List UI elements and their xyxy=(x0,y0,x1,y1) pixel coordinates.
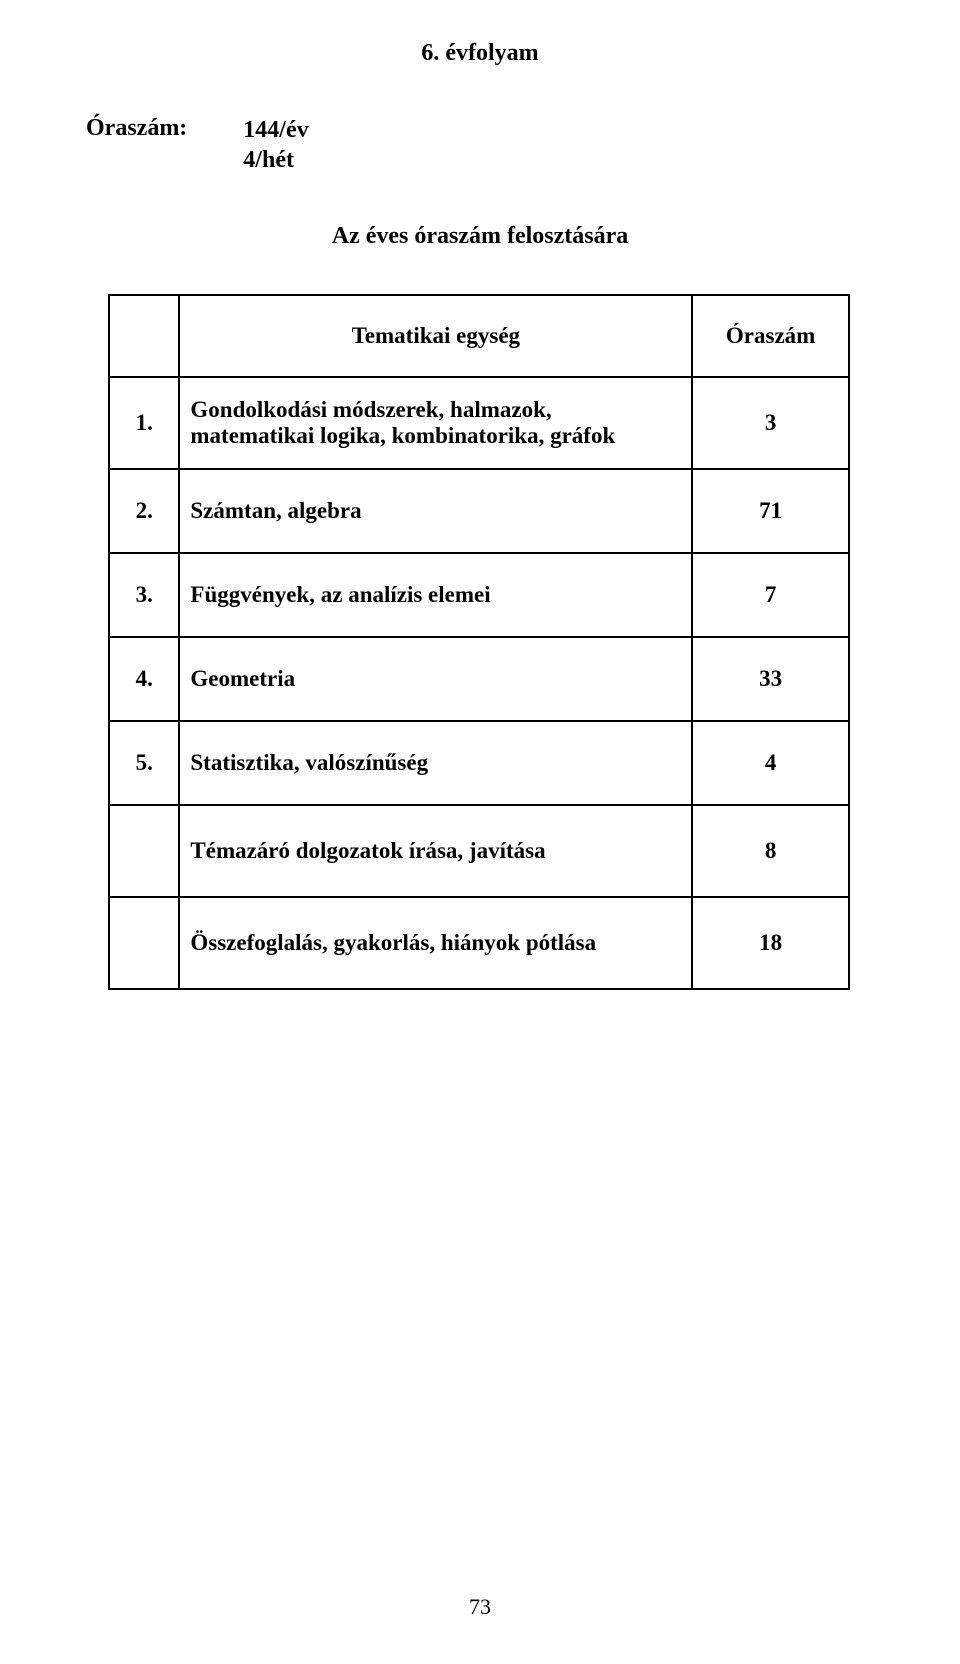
row-index: 4. xyxy=(109,637,179,721)
header-index-cell xyxy=(109,295,179,377)
hours-label: Óraszám: xyxy=(86,115,187,175)
table-row: 5. Statisztika, valószínűség 4 xyxy=(109,721,849,805)
page-number: 73 xyxy=(0,1594,960,1620)
hours-per-week: 4/hét xyxy=(243,145,308,175)
table-row: 4. Geometria 33 xyxy=(109,637,849,721)
row-index: 1. xyxy=(109,377,179,469)
row-name: Függvények, az analízis elemei xyxy=(179,553,692,637)
row-index xyxy=(109,805,179,897)
header-unit-cell: Tematikai egység xyxy=(179,295,692,377)
row-hours: 3 xyxy=(692,377,849,469)
row-hours: 7 xyxy=(692,553,849,637)
row-name: Gondolkodási módszerek, halmazok, matema… xyxy=(179,377,692,469)
table-row: Témazáró dolgozatok írása, javítása 8 xyxy=(109,805,849,897)
hours-values: 144/év 4/hét xyxy=(243,115,308,175)
hours-block: Óraszám: 144/év 4/hét xyxy=(86,115,860,175)
table-row: 1. Gondolkodási módszerek, halmazok, mat… xyxy=(109,377,849,469)
row-name: Témazáró dolgozatok írása, javítása xyxy=(179,805,692,897)
row-index: 3. xyxy=(109,553,179,637)
page-title: 6. évfolyam xyxy=(100,40,860,67)
row-name: Geometria xyxy=(179,637,692,721)
row-index xyxy=(109,897,179,989)
row-name: Számtan, algebra xyxy=(179,469,692,553)
header-hours-cell: Óraszám xyxy=(692,295,849,377)
table-header-row: Tematikai egység Óraszám xyxy=(109,295,849,377)
row-hours: 33 xyxy=(692,637,849,721)
row-name: Összefoglalás, gyakorlás, hiányok pótlás… xyxy=(179,897,692,989)
row-index: 2. xyxy=(109,469,179,553)
row-hours: 71 xyxy=(692,469,849,553)
table-row: Összefoglalás, gyakorlás, hiányok pótlás… xyxy=(109,897,849,989)
table-wrap: Tematikai egység Óraszám 1. Gondolkodási… xyxy=(100,294,860,990)
subtitle: Az éves óraszám felosztására xyxy=(100,223,860,250)
hours-per-year: 144/év xyxy=(243,115,308,145)
page: 6. évfolyam Óraszám: 144/év 4/hét Az éve… xyxy=(0,0,960,1664)
row-hours: 8 xyxy=(692,805,849,897)
table-row: 2. Számtan, algebra 71 xyxy=(109,469,849,553)
row-hours: 18 xyxy=(692,897,849,989)
row-name: Statisztika, valószínűség xyxy=(179,721,692,805)
table-row: 3. Függvények, az analízis elemei 7 xyxy=(109,553,849,637)
row-hours: 4 xyxy=(692,721,849,805)
units-table: Tematikai egység Óraszám 1. Gondolkodási… xyxy=(108,294,850,990)
row-index: 5. xyxy=(109,721,179,805)
